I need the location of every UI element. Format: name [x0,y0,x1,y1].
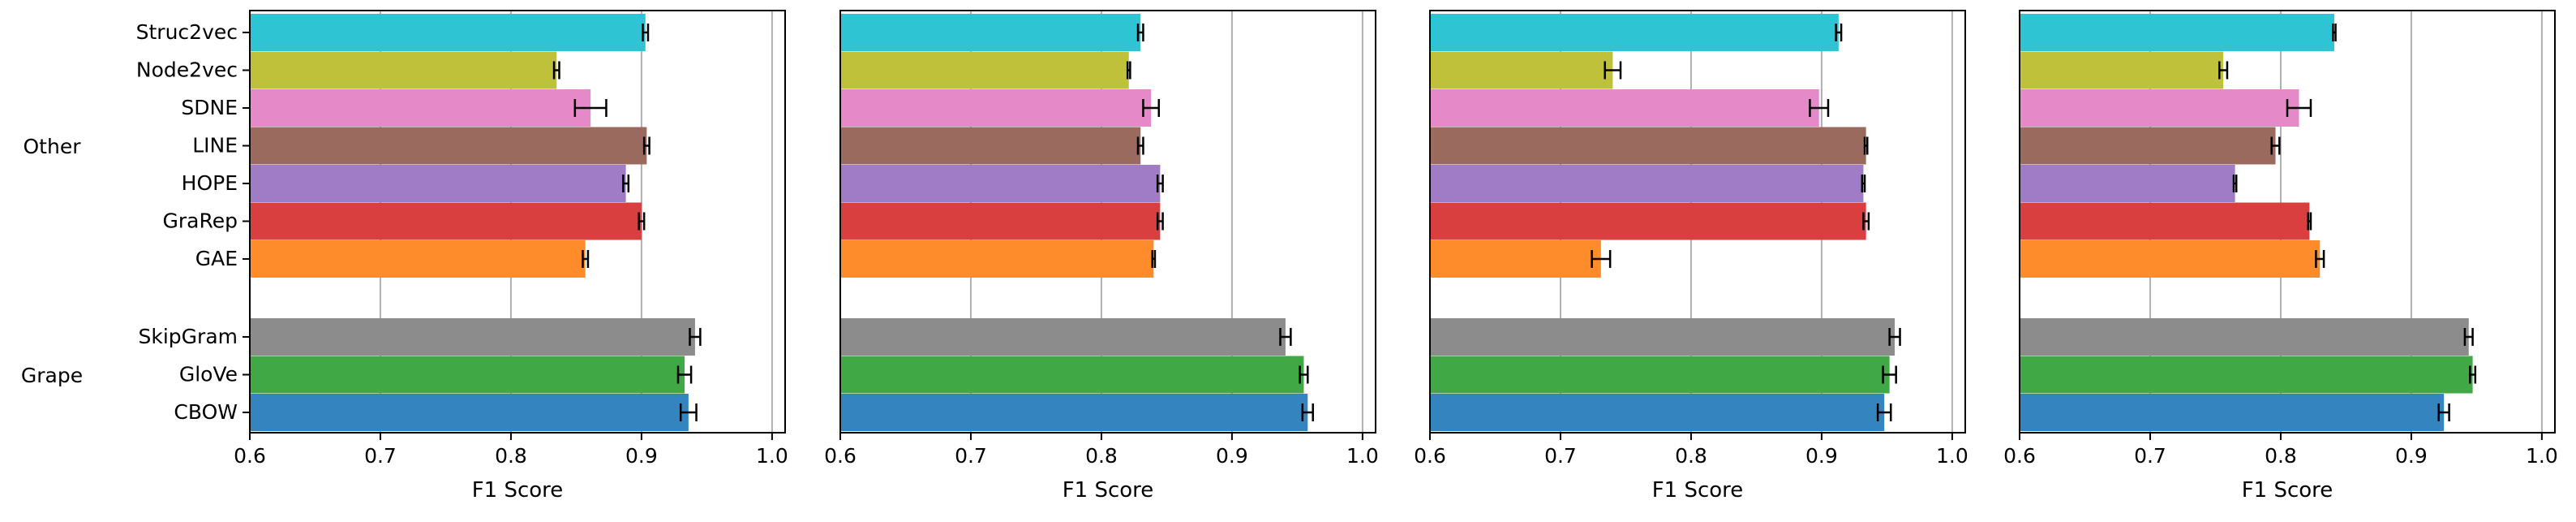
bar-cbow [840,394,1308,431]
bar-struc2vec [840,14,1141,51]
group-label-other: Other [24,135,82,158]
x-tick-label: 0.6 [2003,444,2036,468]
axes-frame [1429,10,1966,434]
bar-cbow [1430,394,1885,431]
x-tick-label: 0.9 [2395,444,2428,468]
bar-struc2vec [1430,14,1839,51]
bar-glove [840,356,1304,394]
x-tick-label: 0.7 [2134,444,2166,468]
x-tick-label: 1.0 [1346,444,1379,468]
bar-cbow [2020,394,2445,431]
x-axis-label: F1 Score [472,478,564,503]
x-tick-label: 0.8 [1675,444,1707,468]
bar-node2vec [840,51,1129,89]
bar-struc2vec [2020,14,2334,51]
x-tick-label: 0.7 [364,444,397,468]
category-label-cbow: CBOW [174,400,238,424]
bar-cbow [250,394,689,431]
category-label-line: LINE [192,134,238,157]
x-tick-label: 0.9 [1216,444,1248,468]
x-tick-label: 0.8 [1085,444,1118,468]
axes-frame [2019,10,2556,434]
x-tick-label: 0.8 [2265,444,2297,468]
x-tick-label: 0.6 [234,444,266,468]
bar-node2vec [250,51,557,89]
category-label-grarep: GraRep [163,209,238,233]
bar-gae [840,240,1154,278]
bar-skipgram [1430,318,1896,356]
bar-skipgram [840,318,1286,356]
category-label-sdne: SDNE [181,96,238,119]
x-tick-label: 0.7 [1544,444,1577,468]
bar-glove [250,356,685,394]
bar-hope [2020,165,2235,202]
bar-glove [1430,356,1890,394]
bar-struc2vec [250,14,646,51]
bar-node2vec [2020,51,2224,89]
bar-hope [1430,165,1864,202]
bar-glove [2020,356,2473,394]
bar-grarep [2020,202,2310,240]
x-tick-label: 0.7 [955,444,987,468]
bar-line [840,127,1141,165]
bar-gae [250,240,586,278]
bar-gae [2020,240,2321,278]
category-label-hope: HOPE [182,171,238,195]
x-tick-label: 0.9 [1805,444,1838,468]
bar-node2vec [1430,51,1613,89]
bar-line [2020,127,2276,165]
x-tick-label: 0.6 [824,444,857,468]
bar-hope [250,165,626,202]
x-tick-label: 1.0 [756,444,788,468]
bar-gae [1430,240,1601,278]
x-axis-label: F1 Score [1063,478,1154,503]
bar-line [250,127,647,165]
group-label-grape: Grape [21,364,83,387]
x-axis-label: F1 Score [1652,478,1744,503]
category-label-struc2vec: Struc2vec [136,20,238,44]
bar-grarep [840,202,1161,240]
bar-skipgram [2020,318,2469,356]
bar-line [1430,127,1866,165]
category-label-glove: GloVe [179,363,238,386]
x-tick-label: 0.6 [1414,444,1446,468]
bar-sdne [1430,89,1819,127]
bar-hope [840,165,1161,202]
category-label-gae: GAE [195,247,238,270]
x-tick-label: 1.0 [2526,444,2558,468]
x-tick-label: 1.0 [1936,444,1968,468]
axes-frame [839,10,1376,434]
x-tick-label: 0.9 [625,444,658,468]
x-tick-label: 0.8 [495,444,527,468]
category-label-skipgram: SkipGram [139,325,238,348]
category-label-node2vec: Node2vec [136,58,238,82]
bar-skipgram [250,318,695,356]
bar-grarep [1430,202,1866,240]
bar-sdne [2020,89,2299,127]
bar-sdne [840,89,1152,127]
bar-grarep [250,202,642,240]
x-axis-label: F1 Score [2242,478,2333,503]
bar-sdne [250,89,591,127]
